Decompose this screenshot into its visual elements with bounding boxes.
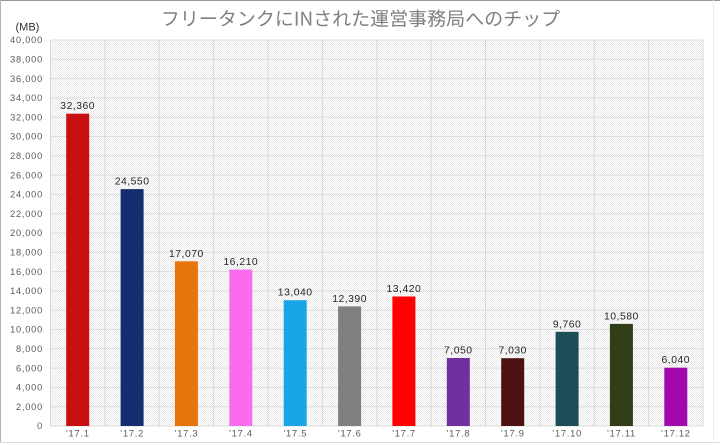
svg-text:(MB): (MB) <box>16 22 40 34</box>
svg-text:’17.9: ’17.9 <box>501 429 525 439</box>
svg-text:’17.5: ’17.5 <box>283 429 307 439</box>
svg-text:28,000: 28,000 <box>10 151 43 161</box>
svg-text:32,360: 32,360 <box>60 101 95 112</box>
svg-text:30,000: 30,000 <box>10 132 43 142</box>
svg-text:22,000: 22,000 <box>10 209 43 219</box>
svg-text:9,760: 9,760 <box>553 319 582 330</box>
svg-text:24,000: 24,000 <box>10 190 43 200</box>
svg-text:2,000: 2,000 <box>16 402 43 412</box>
svg-text:38,000: 38,000 <box>10 55 43 65</box>
svg-text:’17.3: ’17.3 <box>174 429 198 439</box>
svg-text:’17.8: ’17.8 <box>446 429 470 439</box>
svg-text:6,000: 6,000 <box>16 363 43 373</box>
svg-text:12,000: 12,000 <box>10 305 43 315</box>
svg-text:’17.6: ’17.6 <box>338 429 362 439</box>
svg-text:34,000: 34,000 <box>10 93 43 103</box>
svg-text:14,000: 14,000 <box>10 286 43 296</box>
svg-text:’17.10: ’17.10 <box>552 429 582 439</box>
svg-text:16,000: 16,000 <box>10 267 43 277</box>
svg-text:24,550: 24,550 <box>115 177 150 188</box>
svg-text:8,000: 8,000 <box>16 344 43 354</box>
svg-text:16,210: 16,210 <box>223 257 258 268</box>
svg-text:’17.7: ’17.7 <box>392 429 416 439</box>
svg-text:’17.12: ’17.12 <box>661 429 691 439</box>
svg-text:40,000: 40,000 <box>10 35 43 45</box>
svg-text:13,040: 13,040 <box>278 288 313 299</box>
svg-text:20,000: 20,000 <box>10 228 43 238</box>
svg-text:18,000: 18,000 <box>10 248 43 258</box>
svg-text:10,580: 10,580 <box>604 311 639 322</box>
svg-text:32,000: 32,000 <box>10 112 43 122</box>
svg-text:26,000: 26,000 <box>10 170 43 180</box>
svg-text:7,030: 7,030 <box>498 346 527 357</box>
svg-text:13,420: 13,420 <box>387 284 422 295</box>
svg-text:17,070: 17,070 <box>169 249 204 260</box>
svg-text:4,000: 4,000 <box>16 383 43 393</box>
svg-text:0: 0 <box>37 421 43 431</box>
svg-text:’17.2: ’17.2 <box>120 429 144 439</box>
svg-text:’17.1: ’17.1 <box>66 429 90 439</box>
svg-text:’17.11: ’17.11 <box>607 429 636 439</box>
svg-text:’17.4: ’17.4 <box>229 429 253 439</box>
svg-text:36,000: 36,000 <box>10 74 43 84</box>
svg-text:12,390: 12,390 <box>332 294 367 305</box>
svg-text:10,000: 10,000 <box>10 325 43 335</box>
svg-text:6,040: 6,040 <box>662 355 691 366</box>
svg-text:7,050: 7,050 <box>444 346 473 357</box>
